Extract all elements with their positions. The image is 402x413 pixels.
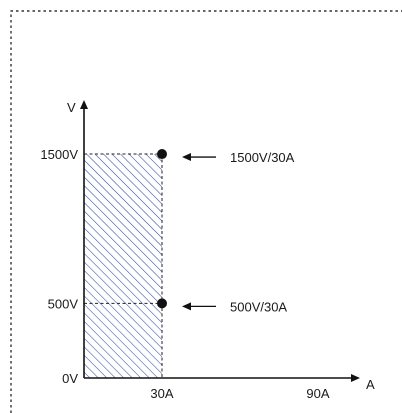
y-tick-labels: 0V 500V 1500V (40, 147, 78, 386)
data-points: 1500V/30A 500V/30A (157, 149, 295, 314)
plot-area: A V 30A 90A 0V 500V 1500V 1500V/30A 500V/30A (40, 100, 375, 401)
y-tick-label-1500v: 1500V (40, 147, 78, 162)
y-tick-label-500v: 500V (48, 296, 79, 311)
y-axis-arrowhead (80, 100, 88, 109)
dotted-frame (10, 10, 402, 413)
y-axis-label: V (67, 100, 76, 115)
data-point-label: 500V/30A (230, 299, 287, 314)
shaded-operating-region (84, 154, 162, 378)
data-point-marker (157, 149, 167, 160)
x-axis-arrowhead (351, 374, 360, 382)
x-tick-label-90a: 90A (306, 386, 329, 401)
x-tick-label-30a: 30A (150, 386, 173, 401)
annotation-arrowhead (182, 302, 191, 311)
x-tick-labels: 30A 90A (150, 386, 329, 401)
data-point-marker (157, 298, 167, 309)
data-point-label: 1500V/30A (230, 150, 295, 165)
x-axis-label: A (366, 377, 375, 392)
annotation-arrowhead (182, 153, 191, 162)
guide-lines (84, 153, 163, 378)
y-tick-label-0v: 0V (62, 371, 78, 386)
